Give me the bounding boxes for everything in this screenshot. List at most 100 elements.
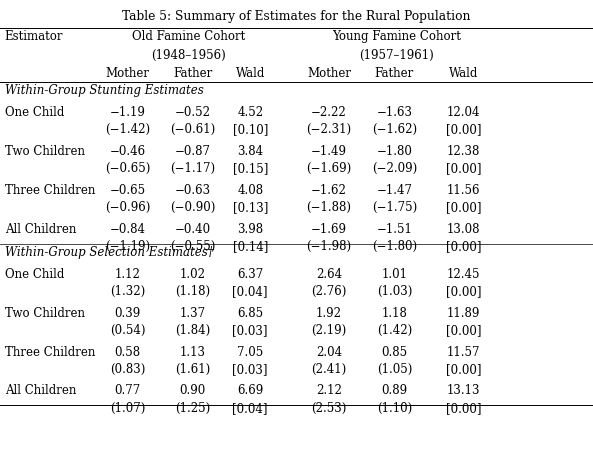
Text: −1.62: −1.62 <box>311 184 347 197</box>
Text: Within-Group Stunting Estimates: Within-Group Stunting Estimates <box>5 84 203 97</box>
Text: [0.00]: [0.00] <box>446 323 482 336</box>
Text: 1.13: 1.13 <box>180 345 206 358</box>
Text: Mother: Mother <box>307 67 351 80</box>
Text: −0.87: −0.87 <box>175 145 211 158</box>
Text: (−1.69): (−1.69) <box>307 162 352 175</box>
Text: 12.04: 12.04 <box>447 106 480 119</box>
Text: Father: Father <box>173 67 212 80</box>
Text: (2.41): (2.41) <box>311 362 347 375</box>
Text: −0.84: −0.84 <box>110 222 145 235</box>
Text: (0.54): (0.54) <box>110 323 145 336</box>
Text: [0.00]: [0.00] <box>446 401 482 414</box>
Text: 4.08: 4.08 <box>237 184 263 197</box>
Text: (−0.61): (−0.61) <box>170 123 215 136</box>
Text: [0.03]: [0.03] <box>232 362 268 375</box>
Text: 2.04: 2.04 <box>316 345 342 358</box>
Text: [0.00]: [0.00] <box>446 285 482 298</box>
Text: Table 5: Summary of Estimates for the Rural Population: Table 5: Summary of Estimates for the Ru… <box>122 10 471 23</box>
Text: 11.89: 11.89 <box>447 306 480 319</box>
Text: (1.61): (1.61) <box>175 362 211 375</box>
Text: 6.37: 6.37 <box>237 268 263 280</box>
Text: 3.98: 3.98 <box>237 222 263 235</box>
Text: [0.14]: [0.14] <box>232 239 268 252</box>
Text: 7.05: 7.05 <box>237 345 263 358</box>
Text: −1.49: −1.49 <box>311 145 347 158</box>
Text: (1.84): (1.84) <box>175 323 211 336</box>
Text: (1957–1961): (1957–1961) <box>359 49 433 62</box>
Text: 13.13: 13.13 <box>447 384 480 397</box>
Text: (2.19): (2.19) <box>311 323 347 336</box>
Text: (1.25): (1.25) <box>175 401 211 414</box>
Text: (−2.31): (−2.31) <box>307 123 352 136</box>
Text: 1.12: 1.12 <box>114 268 141 280</box>
Text: −0.63: −0.63 <box>175 184 211 197</box>
Text: Wald: Wald <box>235 67 265 80</box>
Text: [0.03]: [0.03] <box>232 323 268 336</box>
Text: [0.13]: [0.13] <box>232 201 268 214</box>
Text: 2.64: 2.64 <box>316 268 342 280</box>
Text: (−1.98): (−1.98) <box>307 239 352 252</box>
Text: All Children: All Children <box>5 384 76 397</box>
Text: [0.00]: [0.00] <box>446 162 482 175</box>
Text: 1.37: 1.37 <box>180 306 206 319</box>
Text: −2.22: −2.22 <box>311 106 347 119</box>
Text: 13.08: 13.08 <box>447 222 480 235</box>
Text: Father: Father <box>375 67 414 80</box>
Text: 0.58: 0.58 <box>114 345 141 358</box>
Text: [0.10]: [0.10] <box>232 123 268 136</box>
Text: (2.76): (2.76) <box>311 285 347 298</box>
Text: −1.19: −1.19 <box>110 106 145 119</box>
Text: (0.83): (0.83) <box>110 362 145 375</box>
Text: 3.84: 3.84 <box>237 145 263 158</box>
Text: 1.02: 1.02 <box>180 268 206 280</box>
Text: (2.53): (2.53) <box>311 401 347 414</box>
Text: Mother: Mother <box>106 67 149 80</box>
Text: 4.52: 4.52 <box>237 106 263 119</box>
Text: −1.69: −1.69 <box>311 222 347 235</box>
Text: 1.92: 1.92 <box>316 306 342 319</box>
Text: 2.12: 2.12 <box>316 384 342 397</box>
Text: 6.85: 6.85 <box>237 306 263 319</box>
Text: (−2.09): (−2.09) <box>372 162 417 175</box>
Text: 0.90: 0.90 <box>180 384 206 397</box>
Text: (1.07): (1.07) <box>110 401 145 414</box>
Text: −1.47: −1.47 <box>377 184 412 197</box>
Text: [0.00]: [0.00] <box>446 201 482 214</box>
Text: −1.51: −1.51 <box>377 222 412 235</box>
Text: (−1.88): (−1.88) <box>307 201 352 214</box>
Text: 1.01: 1.01 <box>381 268 407 280</box>
Text: (1.03): (1.03) <box>377 285 412 298</box>
Text: (−1.19): (−1.19) <box>105 239 150 252</box>
Text: Two Children: Two Children <box>5 145 85 158</box>
Text: 0.77: 0.77 <box>114 384 141 397</box>
Text: 12.38: 12.38 <box>447 145 480 158</box>
Text: All Children: All Children <box>5 222 76 235</box>
Text: (1.32): (1.32) <box>110 285 145 298</box>
Text: (−0.65): (−0.65) <box>105 162 150 175</box>
Text: −1.63: −1.63 <box>377 106 412 119</box>
Text: [0.00]: [0.00] <box>446 239 482 252</box>
Text: −0.40: −0.40 <box>175 222 211 235</box>
Text: (−1.62): (−1.62) <box>372 123 417 136</box>
Text: 0.85: 0.85 <box>381 345 407 358</box>
Text: 0.89: 0.89 <box>381 384 407 397</box>
Text: (−0.96): (−0.96) <box>105 201 150 214</box>
Text: One Child: One Child <box>5 106 64 119</box>
Text: (1.05): (1.05) <box>377 362 412 375</box>
Text: (−1.42): (−1.42) <box>105 123 150 136</box>
Text: Wald: Wald <box>449 67 479 80</box>
Text: 1.18: 1.18 <box>381 306 407 319</box>
Text: (−0.90): (−0.90) <box>170 201 215 214</box>
Text: [0.15]: [0.15] <box>232 162 268 175</box>
Text: Old Famine Cohort: Old Famine Cohort <box>132 30 245 43</box>
Text: −0.65: −0.65 <box>110 184 145 197</box>
Text: One Child: One Child <box>5 268 64 280</box>
Text: (1948–1956): (1948–1956) <box>151 49 226 62</box>
Text: [0.04]: [0.04] <box>232 401 268 414</box>
Text: (−0.55): (−0.55) <box>170 239 215 252</box>
Text: −1.80: −1.80 <box>377 145 412 158</box>
Text: [0.00]: [0.00] <box>446 362 482 375</box>
Text: 11.57: 11.57 <box>447 345 480 358</box>
Text: (1.10): (1.10) <box>377 401 412 414</box>
Text: (−1.75): (−1.75) <box>372 201 417 214</box>
